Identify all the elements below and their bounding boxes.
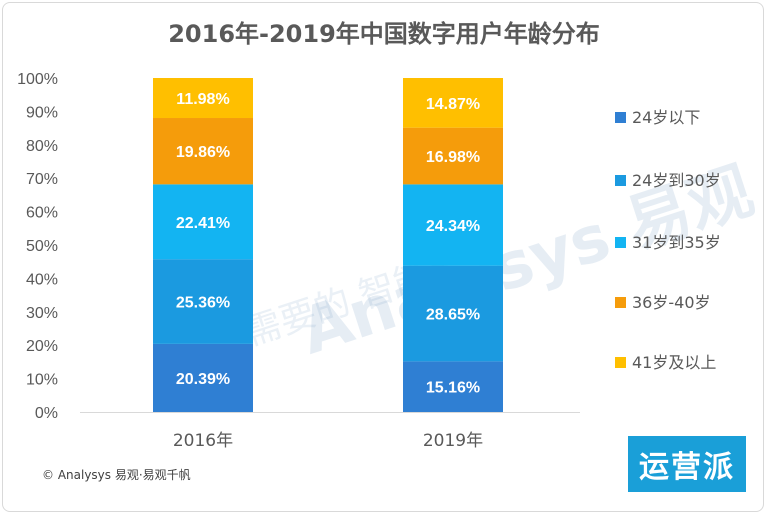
data-label: 19.86% xyxy=(176,144,230,161)
y-tick-label: 70% xyxy=(26,171,58,188)
bar-segment xyxy=(403,184,503,266)
y-tick-label: 80% xyxy=(26,138,58,155)
y-tick-label: 30% xyxy=(26,305,58,322)
data-label: 16.98% xyxy=(426,149,480,166)
bar-segment xyxy=(153,118,253,185)
legend-label: 31岁到35岁 xyxy=(632,233,721,252)
data-label: 11.98% xyxy=(176,91,229,108)
y-tick-label: 40% xyxy=(26,271,58,288)
x-tick-label: 2019年 xyxy=(423,431,483,451)
legend-swatch xyxy=(615,237,626,248)
data-label: 25.36% xyxy=(176,295,230,312)
data-label: 28.65% xyxy=(426,307,480,324)
legend-swatch xyxy=(615,112,626,123)
y-tick-label: 0% xyxy=(35,405,58,422)
bar-segment xyxy=(403,361,503,412)
data-label: 15.16% xyxy=(426,380,480,397)
legend-label: 36岁-40岁 xyxy=(632,293,711,312)
legend-swatch xyxy=(615,175,626,186)
bar-segment xyxy=(153,343,253,412)
x-tick-label: 2016年 xyxy=(173,431,233,451)
y-tick-label: 60% xyxy=(26,205,58,222)
data-label: 20.39% xyxy=(176,371,230,388)
bar-segment xyxy=(153,78,253,119)
brand-badge: 运营派 xyxy=(628,436,746,492)
bar-segment xyxy=(403,127,503,185)
legend-swatch xyxy=(615,297,626,308)
legend-label: 24岁到30岁 xyxy=(632,171,721,190)
y-tick-label: 10% xyxy=(26,372,58,389)
source-note: © Analysys 易观·易观千帆 xyxy=(42,468,191,482)
chart-title: 2016年-2019年中国数字用户年龄分布 xyxy=(168,20,600,48)
data-label: 24.34% xyxy=(426,218,480,235)
legend-label: 41岁及以上 xyxy=(632,353,716,372)
y-tick-label: 90% xyxy=(26,104,58,121)
data-label: 14.87% xyxy=(426,96,480,113)
y-tick-label: 20% xyxy=(26,338,58,355)
bar-segment xyxy=(403,265,503,362)
y-tick-label: 50% xyxy=(26,238,58,255)
data-label: 22.41% xyxy=(176,215,230,232)
legend-swatch xyxy=(615,357,626,368)
legend-label: 24岁以下 xyxy=(632,108,700,127)
bar-segment xyxy=(153,184,253,260)
bar-segment xyxy=(153,259,253,344)
y-tick-label: 100% xyxy=(17,71,58,88)
bar-segment xyxy=(403,78,503,128)
